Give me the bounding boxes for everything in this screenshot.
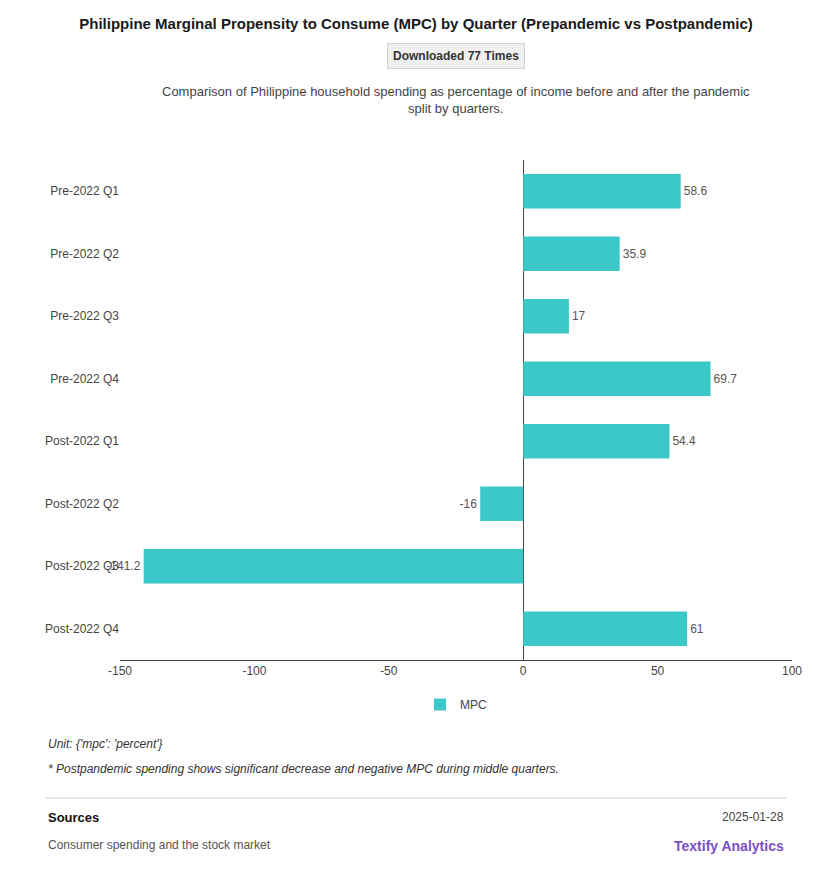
svg-text:54.4: 54.4 <box>672 434 696 448</box>
svg-text:Consumer spending and the stoc: Consumer spending and the stock market <box>48 838 271 852</box>
svg-text:Unit: {'mpc': 'percent'}: Unit: {'mpc': 'percent'} <box>48 737 163 751</box>
svg-text:2025-01-28: 2025-01-28 <box>722 810 784 824</box>
svg-text:Pre-2022 Q1: Pre-2022 Q1 <box>50 184 119 198</box>
svg-text:-150: -150 <box>108 664 132 678</box>
svg-text:-100: -100 <box>242 664 266 678</box>
svg-text:61: 61 <box>690 622 704 636</box>
svg-text:100: 100 <box>782 664 802 678</box>
svg-text:Post-2022 Q1: Post-2022 Q1 <box>45 434 119 448</box>
svg-text:* Postpandemic spending shows: * Postpandemic spending shows significan… <box>48 762 559 776</box>
svg-text:Pre-2022 Q2: Pre-2022 Q2 <box>50 247 119 261</box>
svg-text:58.6: 58.6 <box>684 184 708 198</box>
svg-text:17: 17 <box>572 309 586 323</box>
svg-text:Comparison of Philippine house: Comparison of Philippine household spend… <box>162 84 750 116</box>
svg-text:-16: -16 <box>460 497 478 511</box>
svg-text:0: 0 <box>520 664 527 678</box>
svg-text:Philippine Marginal Propensity: Philippine Marginal Propensity to Consum… <box>79 15 752 32</box>
svg-text:-50: -50 <box>380 664 398 678</box>
svg-text:-141.2: -141.2 <box>106 559 140 573</box>
svg-text:Pre-2022 Q3: Pre-2022 Q3 <box>50 309 119 323</box>
svg-text:Post-2022 Q3: Post-2022 Q3 <box>45 559 119 573</box>
svg-text:Pre-2022 Q4: Pre-2022 Q4 <box>50 372 119 386</box>
svg-text:Post-2022 Q4: Post-2022 Q4 <box>45 622 119 636</box>
svg-text:Sources: Sources <box>48 810 99 825</box>
svg-text:69.7: 69.7 <box>714 372 738 386</box>
svg-text:35.9: 35.9 <box>623 247 647 261</box>
svg-text:50: 50 <box>651 664 665 678</box>
svg-text:Downloaded 77 Times: Downloaded 77 Times <box>393 49 519 63</box>
svg-text:MPC: MPC <box>460 698 487 712</box>
svg-text:Textify Analytics: Textify Analytics <box>674 838 784 854</box>
svg-text:Post-2022 Q2: Post-2022 Q2 <box>45 497 119 511</box>
